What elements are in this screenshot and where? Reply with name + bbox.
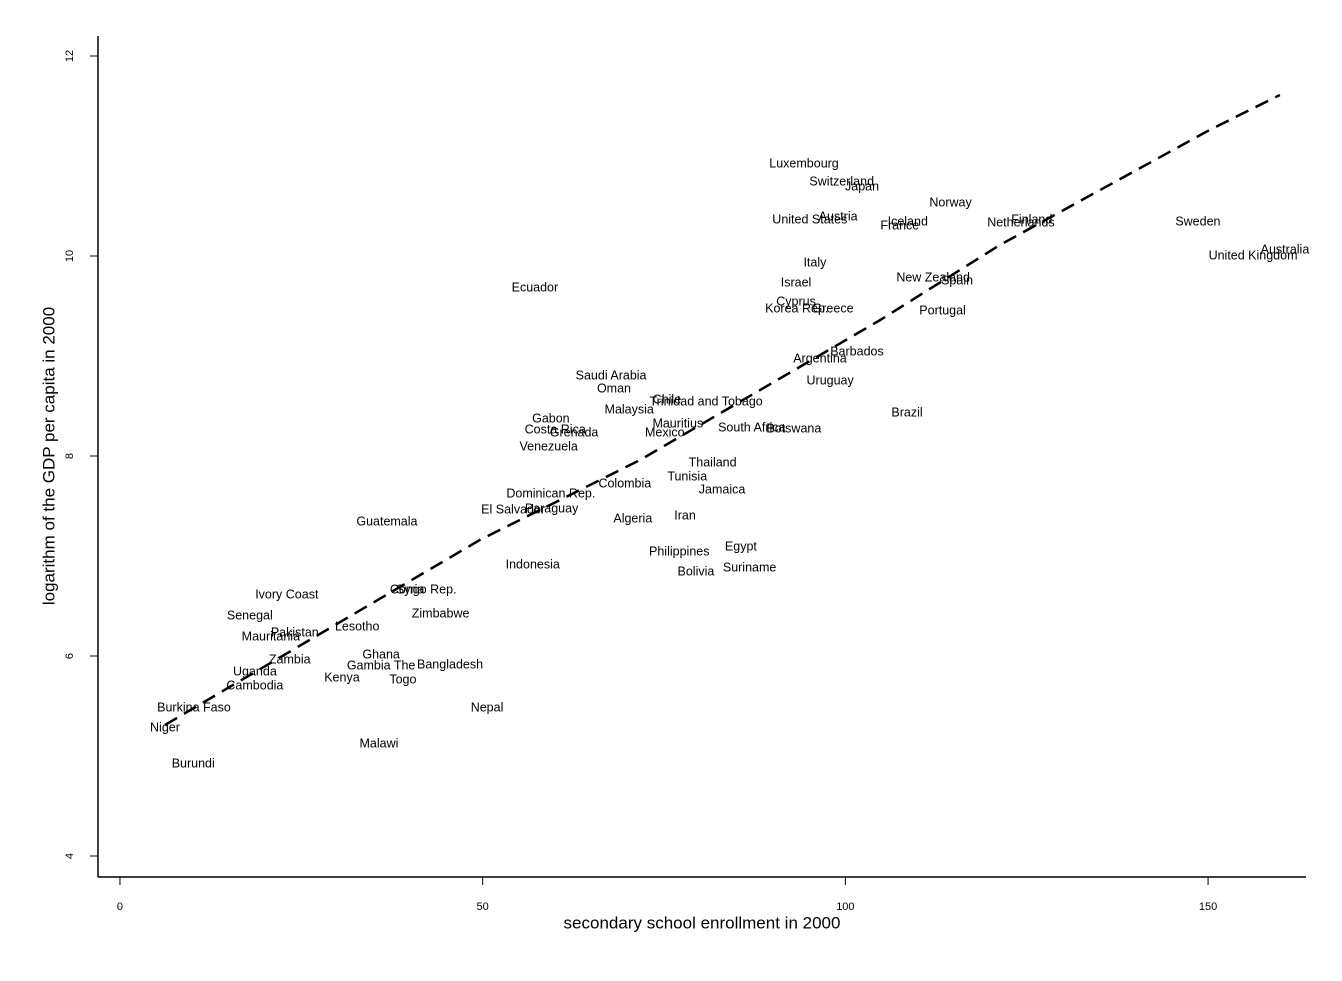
point-label: France bbox=[880, 218, 919, 232]
point-label: Togo bbox=[389, 672, 416, 686]
point-label: Malawi bbox=[359, 736, 398, 750]
x-axis-title: secondary school enrollment in 2000 bbox=[564, 913, 841, 932]
point-label: Uganda bbox=[233, 664, 277, 678]
point-label: Congo Rep. bbox=[390, 582, 457, 596]
point-label: Colombia bbox=[598, 476, 651, 490]
point-label: Nepal bbox=[471, 700, 504, 714]
point-label: Argentina bbox=[793, 351, 847, 365]
y-tick-label: 6 bbox=[64, 653, 76, 659]
point-label: Costa Rica bbox=[525, 422, 586, 436]
point-label: Ecuador bbox=[512, 280, 559, 294]
point-label: Grenada bbox=[550, 425, 599, 439]
point-label: Norway bbox=[929, 195, 972, 209]
point-label: Ivory Coast bbox=[255, 587, 319, 601]
point-label: Niger bbox=[150, 720, 180, 734]
point-label: Mauritania bbox=[242, 629, 300, 643]
point-label: Kenya bbox=[324, 670, 359, 684]
point-label: Iran bbox=[674, 508, 696, 522]
point-label: Barbados bbox=[830, 344, 884, 358]
point-label: Ghana bbox=[362, 647, 400, 661]
point-label: Dominican Rep. bbox=[506, 486, 595, 500]
point-label: Malaysia bbox=[605, 402, 654, 416]
point-label: Pakistan bbox=[271, 625, 319, 639]
point-label: Spain bbox=[941, 273, 973, 287]
point-label: Mexico bbox=[645, 425, 685, 439]
x-tick-label: 50 bbox=[477, 901, 489, 913]
y-tick-label: 10 bbox=[64, 250, 76, 262]
point-label: South Africa bbox=[718, 420, 785, 434]
point-label: Bangladesh bbox=[417, 657, 483, 671]
point-label: Australia bbox=[1261, 242, 1310, 256]
point-label: Iceland bbox=[888, 214, 928, 228]
point-label: Cyprus bbox=[776, 294, 816, 308]
y-tick-label: 12 bbox=[64, 50, 76, 62]
point-label: Zimbabwe bbox=[412, 606, 470, 620]
point-label: Lesotho bbox=[335, 619, 380, 633]
point-label: Mauritius bbox=[652, 416, 703, 430]
point-label: Italy bbox=[803, 255, 827, 269]
y-tick-label: 4 bbox=[64, 853, 76, 859]
x-tick-label: 0 bbox=[117, 901, 123, 913]
point-label: Korea Rep. bbox=[765, 301, 828, 315]
point-label: Suriname bbox=[723, 560, 777, 574]
point-label: Jamaica bbox=[699, 482, 746, 496]
point-label: Austria bbox=[819, 209, 858, 223]
point-label: Finland bbox=[1011, 212, 1052, 226]
point-label: Greece bbox=[813, 301, 854, 315]
point-label: Luxembourg bbox=[769, 156, 839, 170]
point-label: Gabon bbox=[532, 411, 570, 425]
point-label: Tunisia bbox=[667, 469, 707, 483]
point-label: Israel bbox=[781, 275, 812, 289]
point-label: United Kingdom bbox=[1209, 248, 1298, 262]
point-label: El Salvador bbox=[481, 502, 545, 516]
point-label: Algeria bbox=[613, 511, 652, 525]
point-label: Uruguay bbox=[807, 373, 855, 387]
x-tick-label: 100 bbox=[836, 901, 854, 913]
point-label: Switzerland bbox=[809, 174, 874, 188]
point-label: Oman bbox=[597, 381, 631, 395]
point-label: Netherlands bbox=[987, 215, 1054, 229]
point-label: Venezuela bbox=[519, 439, 577, 453]
point-label: Bolivia bbox=[678, 564, 715, 578]
x-tick-label: 150 bbox=[1199, 901, 1217, 913]
point-label: Chile bbox=[653, 392, 682, 406]
point-label: Egypt bbox=[725, 539, 757, 553]
point-label: Philippines bbox=[649, 544, 709, 558]
point-label: Brazil bbox=[891, 405, 922, 419]
y-axis-title: logarithm of the GDP per capita in 2000 bbox=[39, 307, 58, 605]
point-label: Cambodia bbox=[226, 678, 283, 692]
point-label: Saudi Arabia bbox=[576, 368, 647, 382]
point-label: Indonesia bbox=[506, 557, 560, 571]
point-label: Trinidad and Tobago bbox=[649, 394, 762, 408]
fit-line bbox=[164, 93, 1281, 727]
point-label: Syria bbox=[396, 582, 425, 596]
point-label: Sweden bbox=[1175, 214, 1220, 228]
point-label: Guatemala bbox=[356, 514, 417, 528]
point-label: Portugal bbox=[919, 303, 966, 317]
point-label: Japan bbox=[845, 179, 879, 193]
point-label: United States bbox=[772, 212, 847, 226]
point-label: Senegal bbox=[227, 608, 273, 622]
point-label: Botswana bbox=[766, 421, 821, 435]
y-tick-label: 8 bbox=[64, 453, 76, 459]
point-label: Zambia bbox=[269, 652, 311, 666]
point-label: Burundi bbox=[172, 756, 215, 770]
point-label: Thailand bbox=[689, 455, 737, 469]
point-label: Gambia The bbox=[347, 658, 416, 672]
